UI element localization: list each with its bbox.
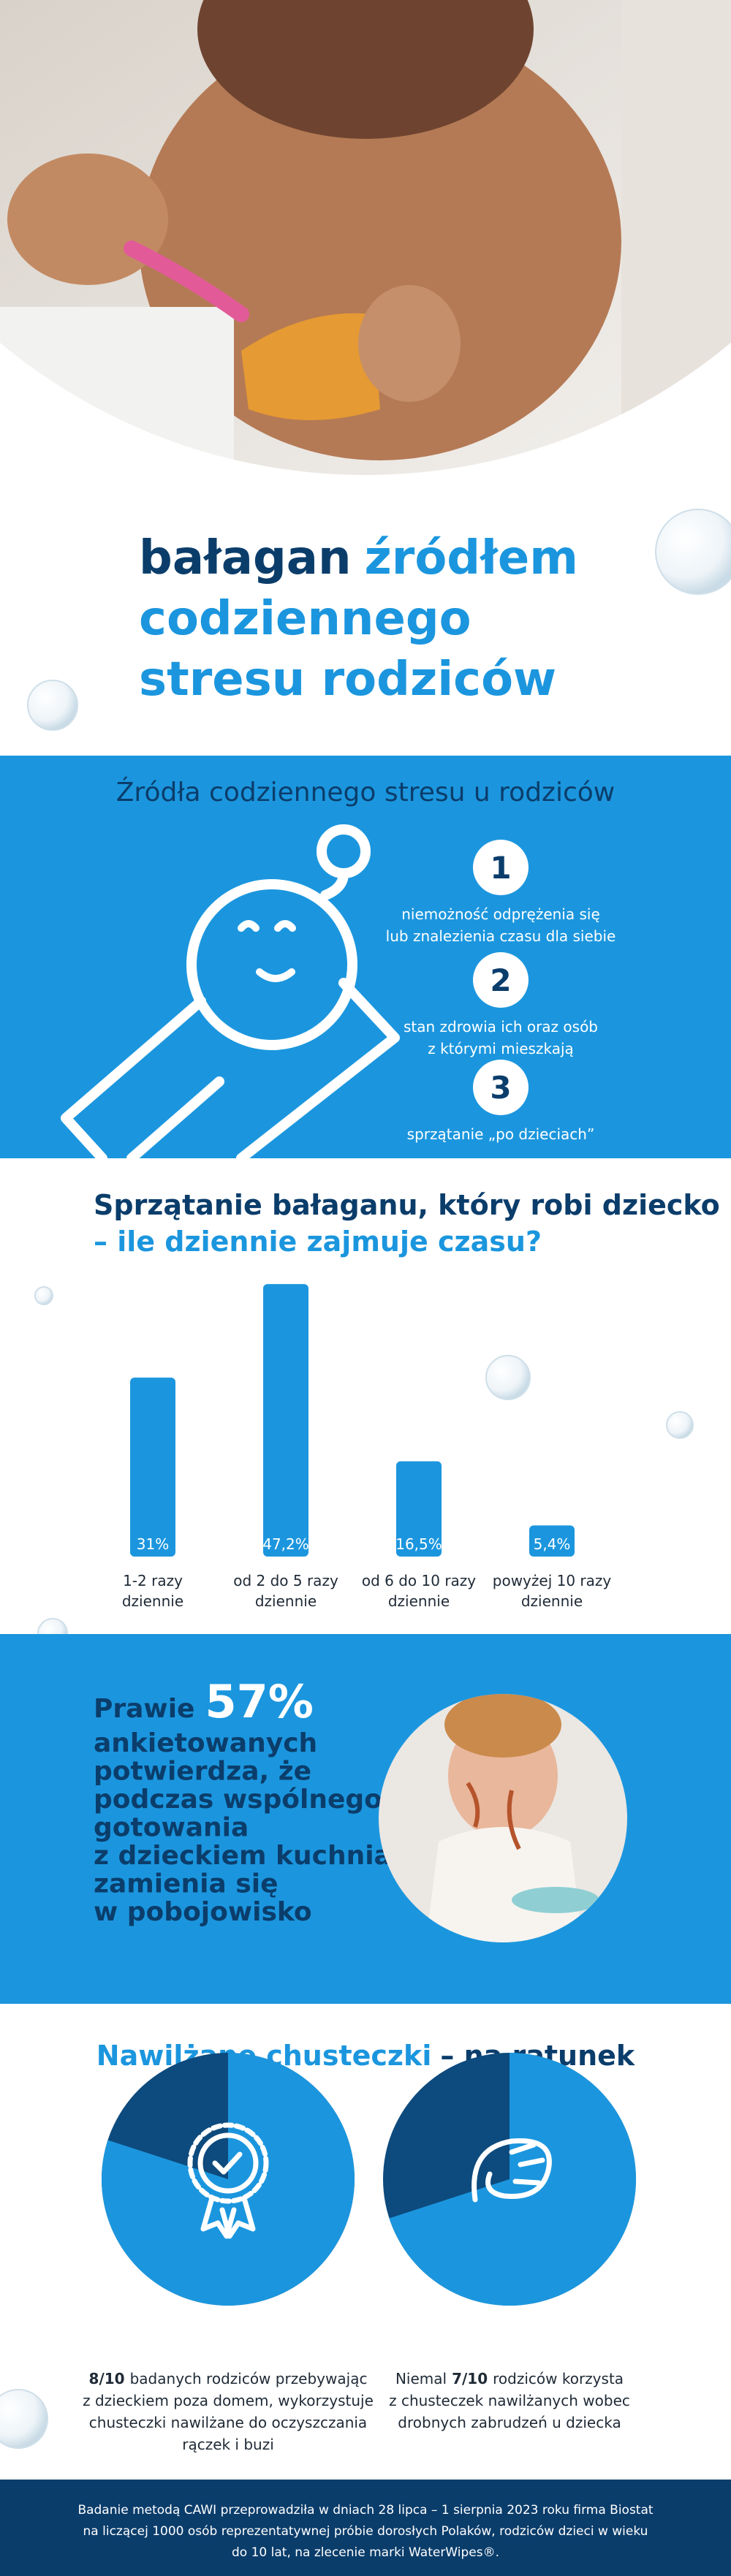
feather-icon (471, 2138, 552, 2203)
feather-body (471, 2138, 552, 2203)
badge-icon (187, 2122, 269, 2239)
item-text: niemożność odprężenia się (401, 905, 600, 923)
category-label: dziennie (388, 1592, 450, 1610)
chart-subtitle: – ile dziennie zajmuje czasu? (94, 1226, 542, 1258)
section-title: Źródła codziennego stresu u rodziców (116, 777, 615, 808)
item-number: 2 (490, 962, 511, 998)
title-dark: bałagan (139, 531, 352, 585)
stat-first-line: Niemal 7/10 rodziców korzysta (395, 2370, 624, 2387)
category-label: od 2 do 5 razy (233, 1572, 338, 1589)
stat-line: rączek i buzi (182, 2436, 274, 2453)
footer-line: do 10 lat, na zlecenie marki WaterWipes®… (232, 2545, 499, 2560)
bar (263, 1284, 308, 1557)
survey-line: w pobojowisko (94, 1897, 312, 1927)
category-label: od 6 do 10 razy (362, 1572, 476, 1589)
category-label: dziennie (521, 1592, 583, 1610)
category-label: dziennie (255, 1592, 317, 1610)
stat-line: drobnych zabrudzeń u dziecka (398, 2414, 621, 2431)
stat-highlight: 8/10 (89, 2370, 125, 2387)
pie-charts: 8/10 badanych rodziców przebywając z dziec… (83, 2053, 636, 2453)
item-text: z którymi mieszkają (428, 1040, 574, 1057)
item-text: sprzątanie „po dzieciach” (407, 1125, 595, 1143)
title-line: źródłem (365, 531, 578, 585)
footer-line: na liczącej 1000 osób reprezentatywnej p… (83, 2524, 648, 2539)
number-badge (473, 840, 529, 895)
bar-chart: 31% 1-2 razy dziennie 47,2% od 2 do 5 razy dz… (122, 1284, 612, 1610)
number-badge (473, 952, 529, 1008)
survey-highlight: 57% (205, 1675, 313, 1728)
stat-line: badanych rodziców przebywając (130, 2370, 368, 2387)
survey-line: podczas wspólnego (94, 1785, 382, 1815)
survey-line: z dzieckiem kuchnia (94, 1841, 392, 1871)
survey-headline: Prawie 57% (94, 1675, 314, 1728)
category-label: 1-2 razy (123, 1572, 183, 1589)
badge-check (212, 2151, 243, 2175)
main-title: bałagan źródłem (139, 531, 578, 585)
bar (529, 1525, 575, 1557)
badge-circle (197, 2132, 259, 2194)
item-number: 1 (490, 850, 511, 886)
stat-prefix: Niemal (395, 2370, 447, 2387)
title-line: codziennego (139, 592, 471, 646)
value-label: 5,4% (534, 1535, 571, 1553)
value-label: 31% (137, 1535, 169, 1553)
category-label: powyżej 10 razy (493, 1572, 612, 1589)
footer-bg (0, 2480, 731, 2576)
stress-items: 1 niemożność odprężenia się lub znalezieni… (386, 840, 616, 1143)
survey-line: zamienia się (94, 1869, 279, 1899)
item-text: stan zdrowia ich oraz osób (404, 1018, 598, 1036)
kid-photo (379, 1694, 627, 1942)
value-label: 47,2% (262, 1535, 309, 1553)
hero-photo (0, 0, 731, 475)
chart-title: Sprzątanie bałaganu, który robi dziecko (94, 1189, 720, 1221)
stat-line: z chusteczek nawilżanych wobec (389, 2392, 630, 2409)
item-number: 3 (490, 1070, 511, 1106)
bar (396, 1461, 442, 1557)
footer: Badanie metodą CAWI przeprowadziła w dni… (77, 2503, 653, 2560)
stat-line: chusteczki nawilżane do oczyszczania (89, 2414, 367, 2431)
title-line: stresu rodziców (139, 653, 556, 707)
number-badge (473, 1060, 529, 1115)
badge-ribbon (200, 2195, 256, 2239)
stat-line: rodziców korzysta (493, 2370, 624, 2387)
section-bg (0, 756, 731, 1158)
survey-prefix: Prawie (94, 1694, 194, 1724)
survey-line: gotowania (94, 1813, 249, 1843)
survey-line: ankietowanych (94, 1728, 317, 1758)
category-label: dziennie (122, 1592, 183, 1610)
bar (130, 1378, 175, 1557)
footer-line: Badanie metodą CAWI przeprowadziła w dni… (77, 2503, 653, 2518)
pie-slice (389, 2053, 636, 2306)
stat-highlight: 7/10 (452, 2370, 488, 2387)
survey-line: potwierdza, że (94, 1757, 311, 1787)
baby-icon (61, 824, 400, 1163)
pie-slice (102, 2053, 355, 2306)
item-text: lub znalezienia czasu dla siebie (386, 927, 616, 945)
stat-line: z dzieckiem poza domem, wykorzystuje (83, 2392, 374, 2409)
value-label: 16,5% (395, 1535, 442, 1553)
badge-ring (187, 2122, 269, 2204)
feather-lines (509, 2142, 545, 2186)
stat-first-line: 8/10 badanych rodziców przebywając (89, 2370, 368, 2387)
